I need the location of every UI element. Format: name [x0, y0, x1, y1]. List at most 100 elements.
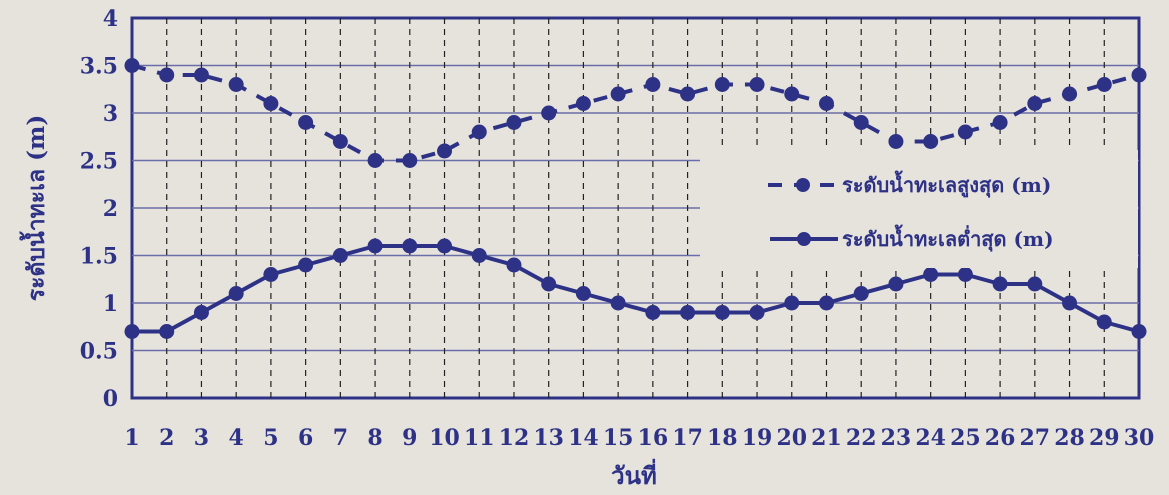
- low-tide-point: [923, 267, 939, 282]
- high-tide-point: [610, 86, 626, 102]
- high-tide-point: [1027, 96, 1043, 111]
- low-tide-point: [1096, 314, 1112, 330]
- x-tick-label: 2: [159, 425, 174, 451]
- x-tick-label: 5: [263, 425, 278, 451]
- low-tide-point: [749, 305, 765, 320]
- legend-high-label: ระดับน้ำทะเลสูงสุด (m): [842, 170, 1051, 199]
- x-tick-label: 20: [776, 425, 807, 451]
- high-tide-point: [680, 86, 696, 102]
- low-tide-point: [541, 276, 557, 292]
- low-tide-point: [575, 286, 591, 301]
- high-tide-point: [263, 96, 279, 111]
- x-tick-label: 1: [124, 425, 139, 451]
- y-tick-label: 0: [103, 386, 118, 412]
- high-tide-point: [402, 153, 418, 168]
- x-tick-label: 22: [846, 425, 877, 451]
- low-tide-point: [437, 238, 453, 254]
- low-tide-point: [506, 257, 522, 273]
- high-tide-point: [923, 134, 939, 149]
- x-tick-label: 25: [950, 425, 981, 451]
- x-tick-label: 11: [464, 425, 495, 451]
- low-tide-point: [193, 305, 209, 320]
- x-tick-label: 12: [499, 425, 530, 451]
- legend-box: [700, 150, 1138, 268]
- axis-ticks: 00.511.522.533.541 2 3 4 5 6 7 8 9 10 11 12 13 14 15 16…: [80, 6, 1155, 451]
- low-tide-point: [957, 267, 973, 282]
- high-tide-point: [332, 134, 348, 149]
- low-tide-point: [680, 305, 696, 320]
- x-tick-label: 9: [402, 425, 417, 451]
- low-tide-point: [1027, 276, 1043, 292]
- low-tide-point: [124, 324, 140, 339]
- high-tide-point: [575, 96, 591, 111]
- low-tide-point: [263, 267, 279, 282]
- x-tick-label: 7: [333, 425, 348, 451]
- high-tide-point: [541, 105, 557, 121]
- low-tide-point: [402, 238, 418, 254]
- series-group: [124, 58, 1147, 339]
- x-tick-label: 3: [194, 425, 209, 451]
- x-tick-label: 28: [1054, 425, 1085, 451]
- high-tide-point: [853, 115, 869, 130]
- y-tick-label: 2.5: [80, 149, 118, 175]
- low-tide-point: [853, 286, 869, 301]
- x-tick-label: 21: [811, 425, 842, 451]
- low-tide-point: [992, 276, 1008, 292]
- y-tick-label: 2: [103, 196, 118, 222]
- x-tick-label: 14: [568, 425, 599, 451]
- high-tide-point: [645, 77, 661, 92]
- x-tick-label: 10: [429, 425, 460, 451]
- low-tide-point: [159, 324, 175, 339]
- low-tide-point: [610, 295, 626, 311]
- high-tide-point: [159, 67, 175, 83]
- x-tick-label: 24: [915, 425, 946, 451]
- low-tide-point: [332, 248, 348, 263]
- high-tide-point: [714, 77, 730, 92]
- x-tick-label: 15: [603, 425, 634, 451]
- legend: ระดับน้ำทะเลสูงสุด (m) ระดับน้ำทะเลต่ำสุ…: [768, 170, 1054, 252]
- legend-low-label: ระดับน้ำทะเลต่ำสุด (m): [842, 224, 1054, 252]
- high-tide-point: [1096, 77, 1112, 92]
- high-tide-point: [749, 77, 765, 92]
- y-tick-label: 1: [103, 291, 118, 317]
- x-tick-label: 29: [1089, 425, 1120, 451]
- high-tide-point: [784, 86, 800, 102]
- y-tick-label: 3: [103, 101, 118, 127]
- high-tide-point: [888, 134, 904, 149]
- y-tick-label: 0.5: [80, 339, 118, 365]
- low-tide-point: [714, 305, 730, 320]
- x-tick-label: 8: [367, 425, 382, 451]
- high-tide-point: [124, 58, 140, 73]
- high-tide-point: [367, 153, 383, 168]
- low-tide-point: [888, 276, 904, 292]
- high-tide-point: [193, 67, 209, 83]
- low-tide-point: [228, 286, 244, 301]
- y-axis-title: ระดับน้ำทะเล (m): [19, 115, 50, 301]
- low-tide-point: [1062, 295, 1078, 311]
- x-tick-label: 18: [707, 425, 738, 451]
- low-tide-point: [471, 248, 487, 263]
- x-axis-title: วันที่: [611, 458, 657, 490]
- low-tide-point: [645, 305, 661, 320]
- x-tick-label: 6: [298, 425, 313, 451]
- high-tide-point: [437, 143, 453, 159]
- x-tick-label: 4: [229, 425, 244, 451]
- y-tick-label: 1.5: [80, 244, 118, 270]
- low-tide-point: [1131, 324, 1147, 339]
- x-tick-label: 30: [1124, 425, 1155, 451]
- high-tide-point: [818, 96, 834, 111]
- x-tick-label: 27: [1020, 425, 1051, 451]
- legend-low-marker: [797, 232, 811, 246]
- low-tide-point: [784, 295, 800, 311]
- x-tick-label: 26: [985, 425, 1016, 451]
- low-tide-point: [367, 238, 383, 254]
- high-tide-point: [1062, 86, 1078, 102]
- x-tick-label: 13: [533, 425, 564, 451]
- legend-high-marker: [796, 178, 810, 192]
- x-tick-label: 17: [672, 425, 703, 451]
- low-tide-point: [818, 295, 834, 311]
- high-tide-point: [471, 124, 487, 140]
- x-tick-label: 16: [638, 425, 669, 451]
- low-tide-point: [298, 257, 314, 273]
